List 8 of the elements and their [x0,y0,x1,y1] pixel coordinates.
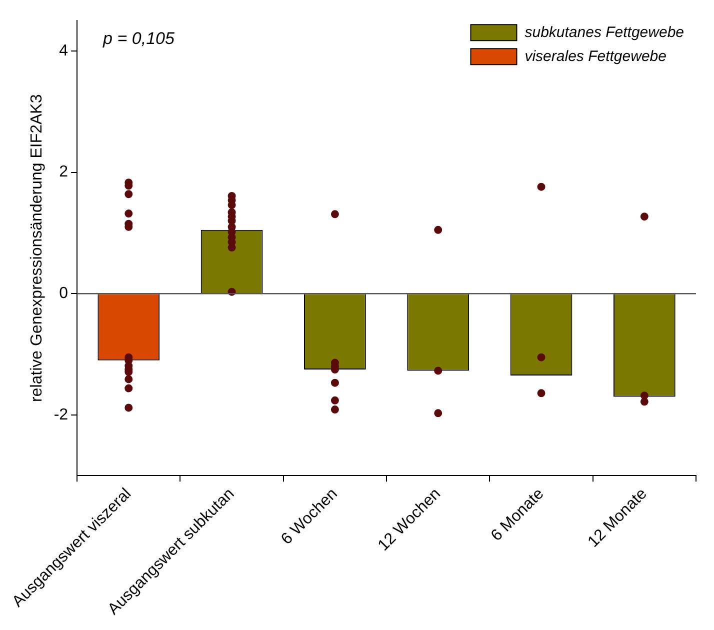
y-tick-label: -2 [54,406,68,424]
y-tick-label: 2 [59,164,68,181]
legend-label: subkutanes Fettgewebe [524,24,684,41]
legend-label: viserales Fettgewebe [524,48,666,65]
annotation: p = 0,105 [102,28,175,48]
y-tick-label: 4 [59,42,68,60]
y-tick-label: 0 [59,285,68,302]
y-axis-title: relative Genexpressionsänderung EIF2AK3 [28,94,46,402]
